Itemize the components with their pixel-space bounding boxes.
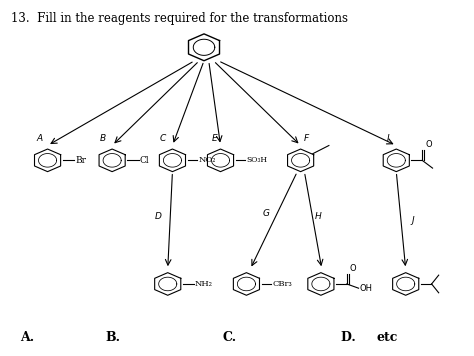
Text: 13.  Fill in the reagents required for the transformations: 13. Fill in the reagents required for th… xyxy=(11,12,348,25)
Text: CBr₃: CBr₃ xyxy=(273,280,292,288)
Text: OH: OH xyxy=(359,284,373,293)
Text: I: I xyxy=(386,134,389,143)
Text: D: D xyxy=(155,213,162,221)
Text: etc: etc xyxy=(376,331,397,344)
Text: F: F xyxy=(304,134,310,143)
Text: C.: C. xyxy=(223,331,237,344)
Text: E: E xyxy=(211,134,217,143)
Text: C: C xyxy=(160,134,166,143)
Text: Br: Br xyxy=(75,156,86,165)
Text: SO₃H: SO₃H xyxy=(246,156,267,164)
Text: J: J xyxy=(412,216,415,225)
Text: NO₂: NO₂ xyxy=(198,156,216,164)
Text: B: B xyxy=(100,134,106,143)
Text: A.: A. xyxy=(20,331,34,344)
Text: D.: D. xyxy=(341,331,364,344)
Text: O: O xyxy=(425,140,432,149)
Text: G: G xyxy=(263,209,270,218)
Text: Cl: Cl xyxy=(140,156,150,165)
Text: NH₂: NH₂ xyxy=(195,280,213,288)
Text: A: A xyxy=(36,134,42,143)
Text: O: O xyxy=(349,265,356,273)
Text: H: H xyxy=(315,213,321,221)
Text: B.: B. xyxy=(105,331,120,344)
